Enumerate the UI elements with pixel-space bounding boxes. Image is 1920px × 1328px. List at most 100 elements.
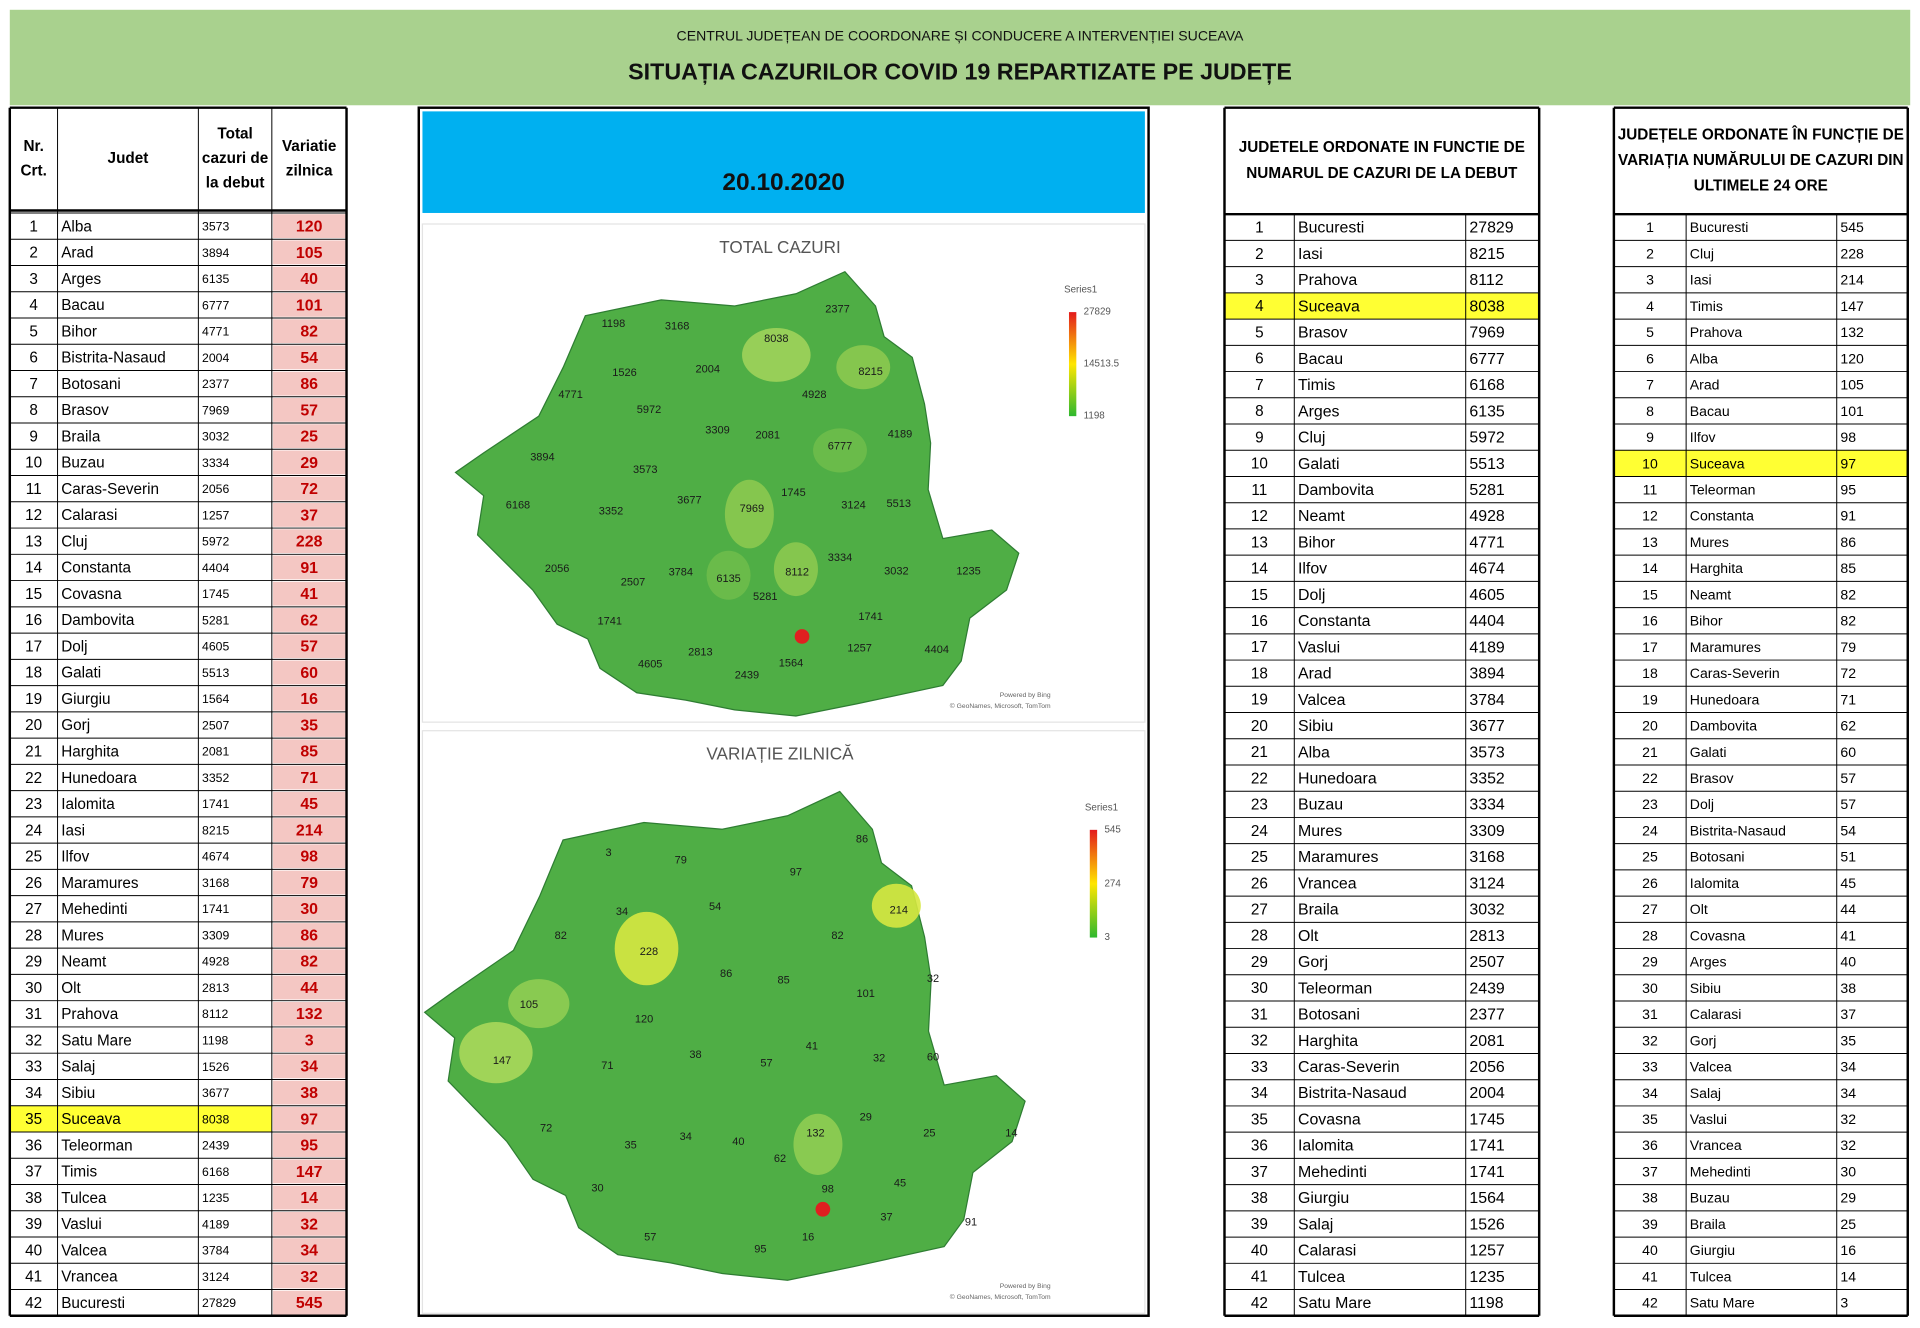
rank: 31 — [1251, 1006, 1268, 1023]
rank: 30 — [1251, 980, 1268, 997]
rank: 1 — [1255, 220, 1264, 237]
county-name: Teleorman — [1690, 482, 1756, 498]
column-header: la debut — [206, 175, 265, 192]
rank: 32 — [1642, 1032, 1658, 1048]
county-name: Teleorman — [61, 1137, 132, 1154]
county-name: Galati — [1298, 456, 1340, 473]
cell-bg — [273, 713, 346, 737]
county-name: Vaslui — [1298, 639, 1340, 656]
daily-variation: 14 — [1840, 1268, 1856, 1284]
map-label: 32 — [927, 973, 939, 985]
region-shade — [813, 428, 867, 473]
county-name: Suceava — [1298, 298, 1360, 315]
map-label: 54 — [709, 901, 721, 913]
county-name: Sibiu — [61, 1085, 95, 1102]
county-name: Prahova — [1690, 324, 1743, 340]
county-name: Braila — [1298, 902, 1339, 919]
cell-bg — [273, 634, 346, 659]
county-name: Prahova — [1298, 272, 1357, 289]
total-cases: 1235 — [1469, 1269, 1505, 1286]
map-label: 228 — [640, 946, 658, 958]
rank: 29 — [1642, 954, 1658, 970]
row-number: 14 — [25, 560, 43, 577]
cell-bg — [273, 1238, 346, 1263]
cell-bg — [273, 739, 346, 764]
county-name: Ialomita — [1298, 1138, 1354, 1155]
daily-variation: 82 — [300, 324, 318, 341]
map-label: 2377 — [825, 304, 849, 316]
row-number: 25 — [25, 849, 42, 866]
map-label: 95 — [754, 1244, 766, 1256]
row-number: 30 — [25, 980, 42, 997]
county-name: Alba — [61, 218, 92, 235]
daily-variation: 34 — [300, 1243, 318, 1260]
total-cases: 3352 — [202, 771, 229, 785]
rank: 38 — [1251, 1190, 1268, 1207]
map-label: 86 — [720, 968, 732, 980]
region-shade — [508, 979, 570, 1029]
county-name: Maramures — [1298, 849, 1378, 866]
highlight — [1294, 292, 1466, 320]
rank: 14 — [1251, 561, 1269, 578]
row-number: 31 — [25, 1006, 42, 1023]
total-cases: 1198 — [202, 1034, 229, 1048]
rank: 33 — [1642, 1059, 1658, 1075]
rank: 9 — [1255, 429, 1264, 446]
total-cases: 2377 — [202, 377, 229, 391]
rank: 12 — [1251, 508, 1268, 525]
total-cases: 4771 — [1469, 534, 1505, 551]
row-number: 39 — [25, 1216, 42, 1233]
cell-bg — [273, 686, 346, 711]
daily-variation: 35 — [300, 717, 318, 734]
table-header: NUMARUL DE CAZURI DE LA DEBUT — [1246, 165, 1518, 182]
map-label: 98 — [822, 1184, 834, 1196]
daily-variation: 86 — [300, 376, 318, 393]
daily-variation: 86 — [1840, 534, 1856, 550]
county-name: Bucuresti — [1690, 219, 1749, 235]
rank: 35 — [1642, 1111, 1658, 1127]
rank: 20 — [1251, 718, 1268, 735]
rank: 19 — [1251, 692, 1268, 709]
rank: 23 — [1251, 797, 1268, 814]
county-name: Valcea — [61, 1242, 107, 1259]
rank: 21 — [1251, 744, 1268, 761]
total-cases: 8215 — [202, 823, 229, 837]
county-name: Arad — [1690, 377, 1720, 393]
total-cases: 4189 — [1469, 639, 1505, 656]
cell-bg — [273, 214, 346, 239]
cell-bg — [273, 555, 346, 580]
row-number: 41 — [25, 1269, 42, 1286]
map-label: 120 — [635, 1013, 653, 1025]
county-name: Covasna — [1298, 1111, 1361, 1128]
daily-variation: 91 — [300, 560, 318, 577]
total-cases: 3124 — [1469, 875, 1505, 892]
total-cases: 4404 — [202, 561, 229, 575]
column-header: Judet — [108, 150, 149, 167]
map-label: 3352 — [599, 506, 623, 518]
county-name: Iasi — [61, 822, 85, 839]
rank: 17 — [1642, 639, 1658, 655]
cell-bg — [273, 1264, 346, 1289]
date: 20.10.2020 — [722, 169, 844, 196]
row-number: 21 — [25, 744, 42, 761]
total-cases: 7969 — [202, 403, 229, 417]
daily-variation: 32 — [1840, 1111, 1856, 1127]
rank: 15 — [1251, 587, 1268, 604]
county-name: Neamt — [61, 954, 107, 971]
total-cases: 6777 — [202, 298, 229, 312]
daily-variation: 32 — [1840, 1137, 1856, 1153]
county-name: Harghita — [1298, 1033, 1358, 1050]
daily-variation: 72 — [300, 481, 318, 498]
county-name: Buzau — [61, 455, 104, 472]
county-name: Bacau — [1298, 351, 1343, 368]
county-name: Cluj — [1690, 245, 1714, 261]
map-label: 4771 — [558, 389, 582, 401]
column-header: Nr. — [23, 138, 43, 155]
total-cases: 1257 — [202, 508, 229, 522]
total-cases: 3309 — [1469, 823, 1505, 840]
date-band — [422, 111, 1145, 213]
row-number: 34 — [25, 1085, 43, 1102]
county-name: Constanta — [1690, 508, 1754, 524]
map-title: TOTAL CAZURI — [719, 237, 841, 257]
map-label: 132 — [806, 1127, 824, 1139]
